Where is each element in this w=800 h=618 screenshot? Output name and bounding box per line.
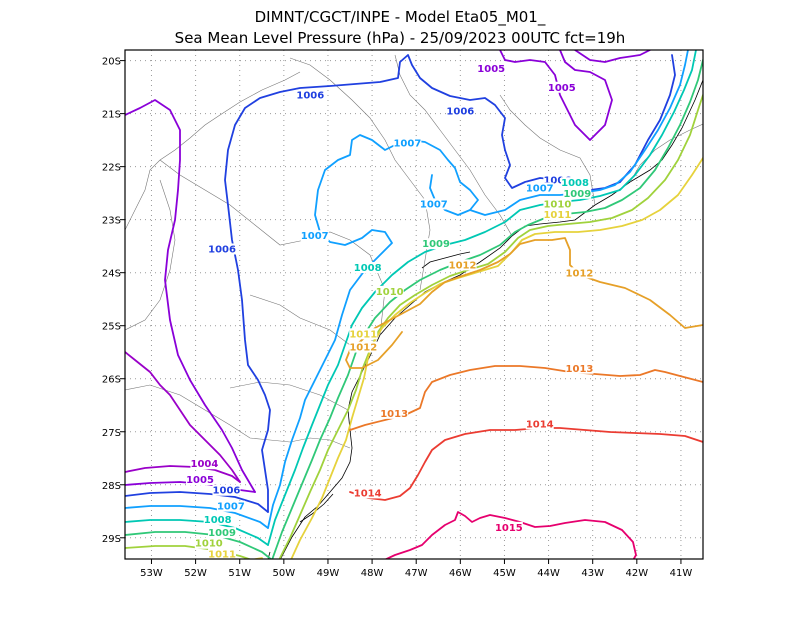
isobar-label-bg	[422, 238, 451, 250]
isobar-label: 1005	[548, 83, 576, 94]
tick-label-lon: 52W	[184, 568, 207, 579]
isobar-label-bg	[565, 362, 594, 374]
axis-ticks: 53W 52W 51W 50W 49W 48W 47W 46W 45W 44W 43W 42W 41W 2…	[102, 57, 692, 579]
isobar-label-bg	[419, 198, 448, 210]
isobar-label: 1010	[195, 539, 223, 550]
tick-label-lon: 47W	[405, 568, 428, 579]
isobar-label: 1006	[213, 486, 241, 497]
isobar-label: 1007	[526, 184, 554, 195]
tick-label-lat: 28S	[102, 481, 121, 492]
isobar-label: 1006	[543, 176, 571, 187]
isobar-label-bg	[543, 174, 572, 186]
isobar-label: 1014	[354, 488, 382, 499]
isobar-label: 1007	[393, 138, 421, 149]
isobar-label-bg	[296, 89, 325, 101]
tick-label-lon: 41W	[670, 568, 693, 579]
isobar-label-bg	[494, 521, 523, 533]
isobar-label-bg	[353, 262, 382, 274]
isobar-label-bg	[186, 474, 215, 486]
tick-label-lat: 26S	[102, 375, 121, 386]
isobar-label-bg	[563, 187, 592, 199]
coastline	[267, 78, 703, 559]
isobar-label-bg	[190, 458, 219, 470]
isobar-label: 1006	[208, 244, 236, 255]
isobar-label-bg	[446, 105, 475, 117]
isobar-label: 1010	[376, 287, 404, 298]
isobar-label-bg	[561, 177, 590, 189]
tick-label-lat: 25S	[102, 322, 121, 333]
isobar-label: 1008	[204, 515, 232, 526]
isobar-label-bg	[525, 182, 554, 194]
isobar-label-bg	[448, 259, 477, 271]
isobar-label: 1006	[296, 91, 324, 102]
tick-label-lat: 20S	[102, 57, 121, 68]
isobar-label: 1009	[563, 189, 591, 200]
isobar-label: 1004	[190, 459, 218, 470]
tick-label-lat: 22S	[102, 163, 121, 174]
title-line-2: Sea Mean Level Pressure (hPa) - 25/09/20…	[175, 29, 626, 47]
isobar-label: 1012	[349, 343, 377, 354]
isobar-label: 1013	[380, 409, 408, 420]
tick-label-lon: 44W	[537, 568, 560, 579]
isobar-label: 1011	[543, 210, 571, 221]
isobar-label: 1011	[349, 329, 377, 340]
isobar-label-bg	[565, 267, 594, 279]
isobar-label: 1010	[543, 199, 571, 210]
isobar-label-bg	[543, 209, 572, 221]
tick-label-lon: 50W	[273, 568, 296, 579]
isobar-label: 1009	[208, 528, 236, 539]
isobar-label-bg	[349, 328, 378, 340]
tick-label-lon: 46W	[449, 568, 472, 579]
isobar-label-bg	[194, 537, 223, 549]
isobar-label-bg	[543, 198, 572, 210]
isobar-label: 1011	[208, 549, 236, 560]
isobar-label-bg	[547, 81, 576, 93]
isobar-label: 1014	[526, 419, 554, 430]
tick-label-lon: 53W	[140, 568, 163, 579]
isobar-label: 1006	[446, 107, 474, 118]
tick-label-lat: 24S	[102, 269, 121, 280]
tick-label-lat: 27S	[102, 428, 121, 439]
isobar-label-bg	[208, 548, 237, 559]
isobar-label: 1008	[561, 178, 589, 189]
isobar-label-bg	[212, 484, 241, 496]
isobar-label-bg	[375, 285, 404, 297]
isobar-label: 1015	[495, 523, 523, 534]
isobar-label-bg	[525, 418, 554, 430]
tick-label-lon: 49W	[317, 568, 340, 579]
tick-label-lon: 42W	[626, 568, 649, 579]
isobar-label-bg	[393, 137, 422, 149]
isobar-label: 1008	[354, 263, 382, 274]
plot-frame	[124, 49, 704, 560]
tick-label-lon: 51W	[228, 568, 251, 579]
isobar-label-bg	[380, 407, 409, 419]
isobar-label: 1007	[420, 199, 448, 210]
isobar-label-bg	[353, 487, 382, 499]
isobar-label-bg	[208, 527, 237, 539]
tick-label-lat: 29S	[102, 534, 121, 545]
isobar-label: 1009	[422, 239, 450, 250]
isobar-label-bg	[216, 500, 245, 512]
isobar-label: 1013	[566, 364, 594, 375]
isobar-label: 1012	[566, 268, 594, 279]
isobar-label-bg	[208, 243, 237, 255]
isobar-label-bg	[477, 63, 506, 75]
tick-label-lon: 48W	[361, 568, 384, 579]
tick-label-lat: 23S	[102, 216, 121, 227]
isobar-label: 1005	[186, 475, 214, 486]
tick-label-lon: 45W	[493, 568, 516, 579]
title-line-1: DIMNT/CGCT/INPE - Model Eta05_M01_	[255, 8, 546, 27]
tick-label-lon: 43W	[581, 568, 604, 579]
isobar-label: 1007	[217, 502, 245, 513]
isobar-label-bg	[300, 230, 329, 242]
isobar-label-bg	[349, 341, 378, 353]
isobar-label: 1007	[301, 231, 329, 242]
isobar-label-bg	[203, 513, 232, 525]
tick-label-lat: 21S	[102, 110, 121, 121]
isobar-label: 1012	[449, 260, 477, 271]
isobar-label: 1005	[477, 64, 505, 75]
